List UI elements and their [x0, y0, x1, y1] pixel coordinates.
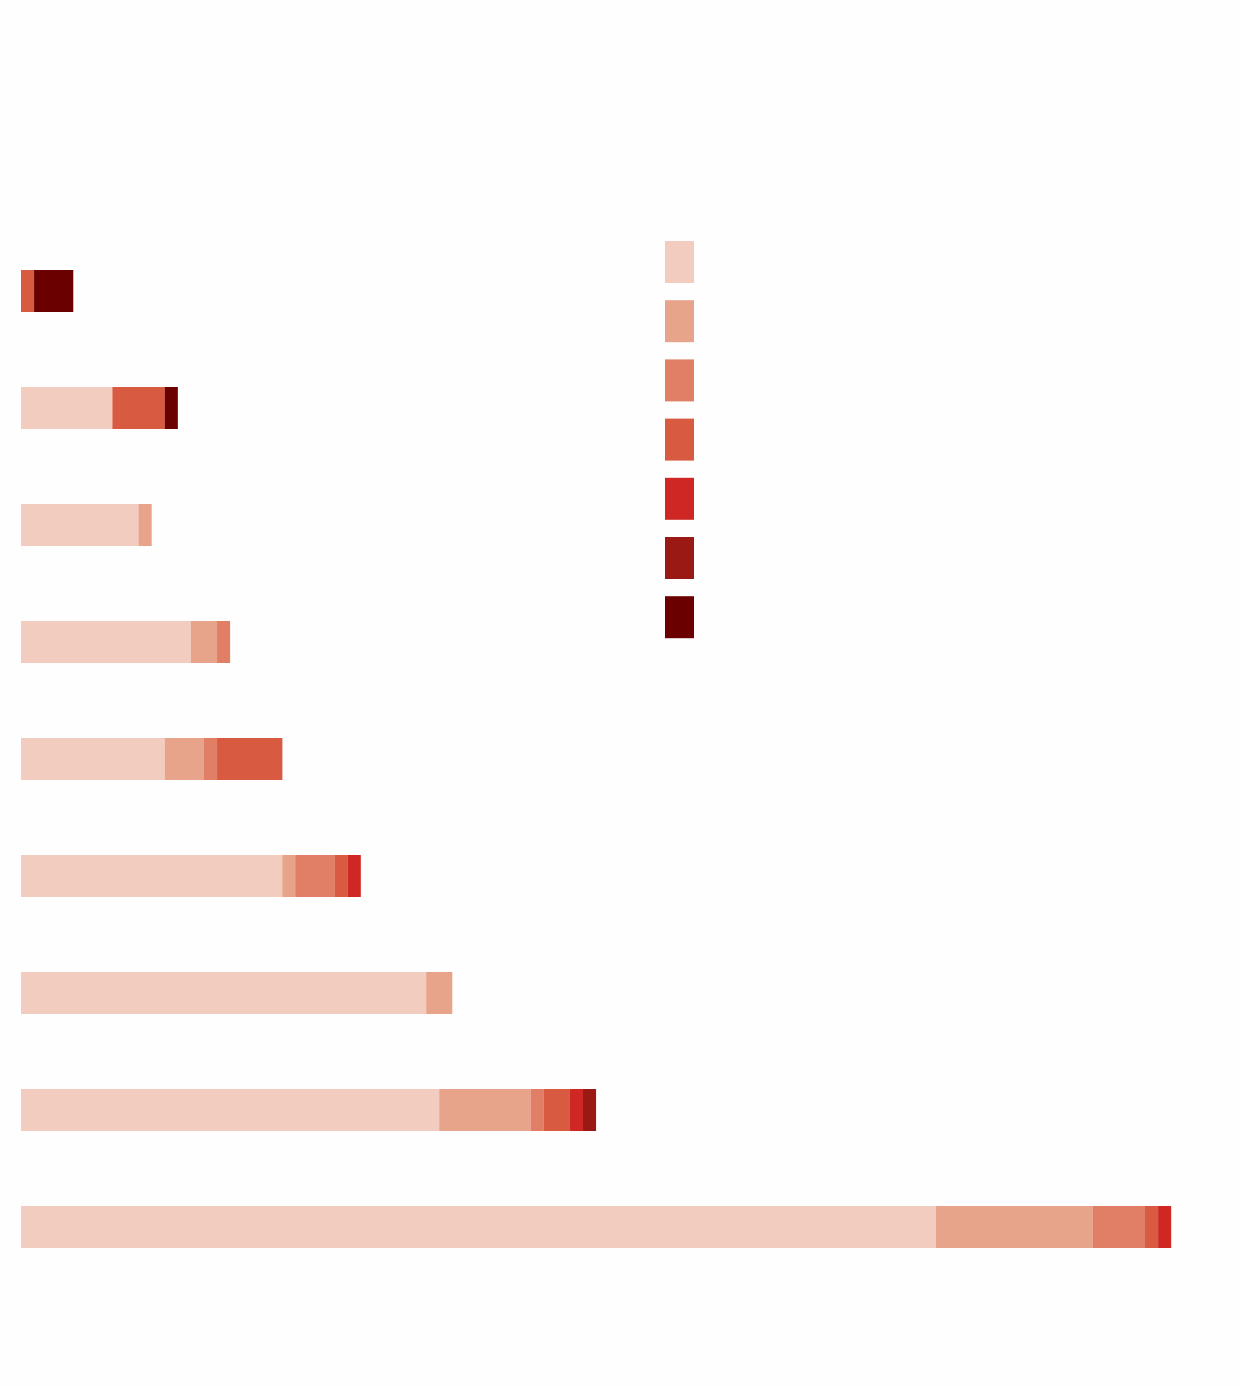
bar-segment-row7-series1	[21, 972, 427, 1014]
legend-swatch-series6	[665, 537, 694, 579]
bar-row-1	[21, 270, 74, 312]
bar-segment-row9-series1	[21, 1206, 936, 1248]
bar-row-5	[21, 738, 283, 780]
bar-segment-row9-series5	[1158, 1206, 1172, 1248]
bar-segment-row5-series3	[203, 738, 218, 780]
legend-swatch-series1	[665, 241, 694, 283]
bar-segment-row6-series1	[21, 855, 283, 897]
bar-segment-row6-series4	[334, 855, 348, 897]
bar-segment-row5-series4	[217, 738, 283, 780]
bar-segment-row5-series1	[21, 738, 165, 780]
bar-segment-row7-series2	[426, 972, 453, 1014]
legend-swatch-series4	[665, 418, 694, 461]
bar-segment-row4-series1	[21, 621, 191, 663]
bar-segment-row9-series2	[935, 1206, 1093, 1248]
bar-row-4	[21, 621, 231, 663]
legend	[665, 241, 694, 639]
bar-segment-row2-series4	[112, 387, 165, 429]
bar-segment-row2-series1	[21, 387, 113, 429]
bar-row-7	[21, 972, 453, 1014]
bar-segment-row9-series3	[1092, 1206, 1146, 1248]
bar-segment-row8-series6	[583, 1089, 597, 1131]
bar-segment-row3-series2	[138, 504, 152, 546]
bar-row-2	[21, 387, 178, 429]
legend-swatch-series7	[665, 596, 694, 639]
bar-segment-row6-series5	[347, 855, 361, 897]
bar-segment-row1-series7	[34, 270, 74, 312]
bar-segment-row8-series3	[530, 1089, 544, 1131]
legend-swatch-series3	[665, 359, 694, 402]
bar-segment-row5-series2	[164, 738, 204, 780]
bar-segment-row8-series5	[569, 1089, 584, 1131]
bar-segment-row8-series1	[21, 1089, 440, 1131]
bar-segment-row9-series4	[1145, 1206, 1159, 1248]
bar-segment-row8-series4	[543, 1089, 570, 1131]
legend-swatch-series2	[665, 300, 694, 343]
bar-row-6	[21, 855, 361, 897]
bar-segment-row8-series2	[439, 1089, 531, 1131]
legend-swatch-series5	[665, 477, 694, 520]
bar-row-8	[21, 1089, 597, 1131]
bar-segment-row6-series2	[282, 855, 296, 897]
bar-segment-row1-series4	[21, 270, 35, 312]
bar-row-9	[21, 1206, 1172, 1248]
bars	[21, 270, 1172, 1248]
bar-segment-row4-series3	[217, 621, 231, 663]
bar-segment-row6-series3	[295, 855, 335, 897]
bar-segment-row3-series1	[21, 504, 139, 546]
bar-row-3	[21, 504, 152, 546]
bar-segment-row4-series2	[190, 621, 218, 663]
bar-segment-row2-series7	[164, 387, 178, 429]
